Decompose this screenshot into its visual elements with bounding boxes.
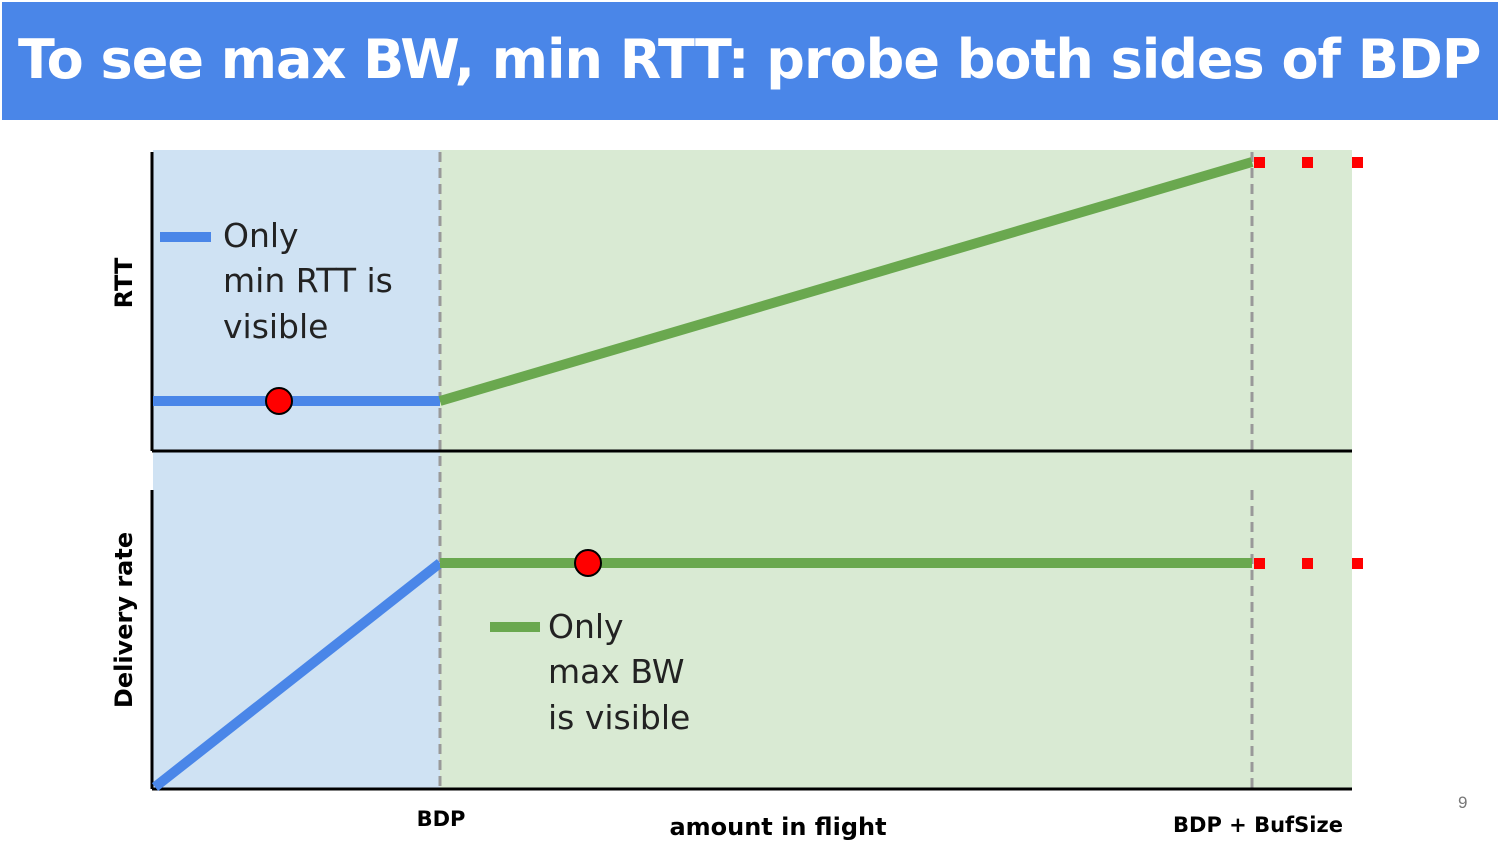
- rtt-extension-dot: [1302, 157, 1313, 168]
- tick-bdp: BDP: [417, 807, 466, 831]
- title-bar: To see max BW, min RTT: probe both sides…: [2, 2, 1498, 120]
- delivery-extension-dot: [1302, 558, 1313, 569]
- rtt-extension-dot: [1254, 157, 1265, 168]
- legend-bw-line-3: is visible: [548, 698, 690, 737]
- delivery-rising-line: [151, 559, 444, 791]
- legend-rtt-line-1: Only: [223, 216, 299, 255]
- x-axis-title: amount in flight: [669, 813, 886, 841]
- rtt-rising-line: [438, 157, 1254, 406]
- rtt-extension-dot: [1352, 157, 1363, 168]
- min-rtt-marker: [265, 387, 293, 415]
- delivery-rate-axis-title: Delivery rate: [110, 532, 138, 708]
- max-bw-marker: [574, 549, 602, 577]
- delivery-extension-dot: [1352, 558, 1363, 569]
- page-number: 9: [1458, 793, 1468, 812]
- legend-bw-line-1: Only: [548, 607, 624, 646]
- delivery-extension-dot: [1254, 558, 1265, 569]
- region-above-bdp: [440, 150, 1352, 788]
- tick-bdp-bufsize: BDP + BufSize: [1173, 813, 1343, 837]
- legend-bw-line-2: max BW: [548, 652, 684, 691]
- rtt-axis-title: RTT: [110, 257, 138, 308]
- legend-rtt-line-3: visible: [223, 307, 328, 346]
- legend-rtt-line-2: min RTT is: [223, 261, 393, 300]
- slide-title: To see max BW, min RTT: probe both sides…: [18, 28, 1481, 91]
